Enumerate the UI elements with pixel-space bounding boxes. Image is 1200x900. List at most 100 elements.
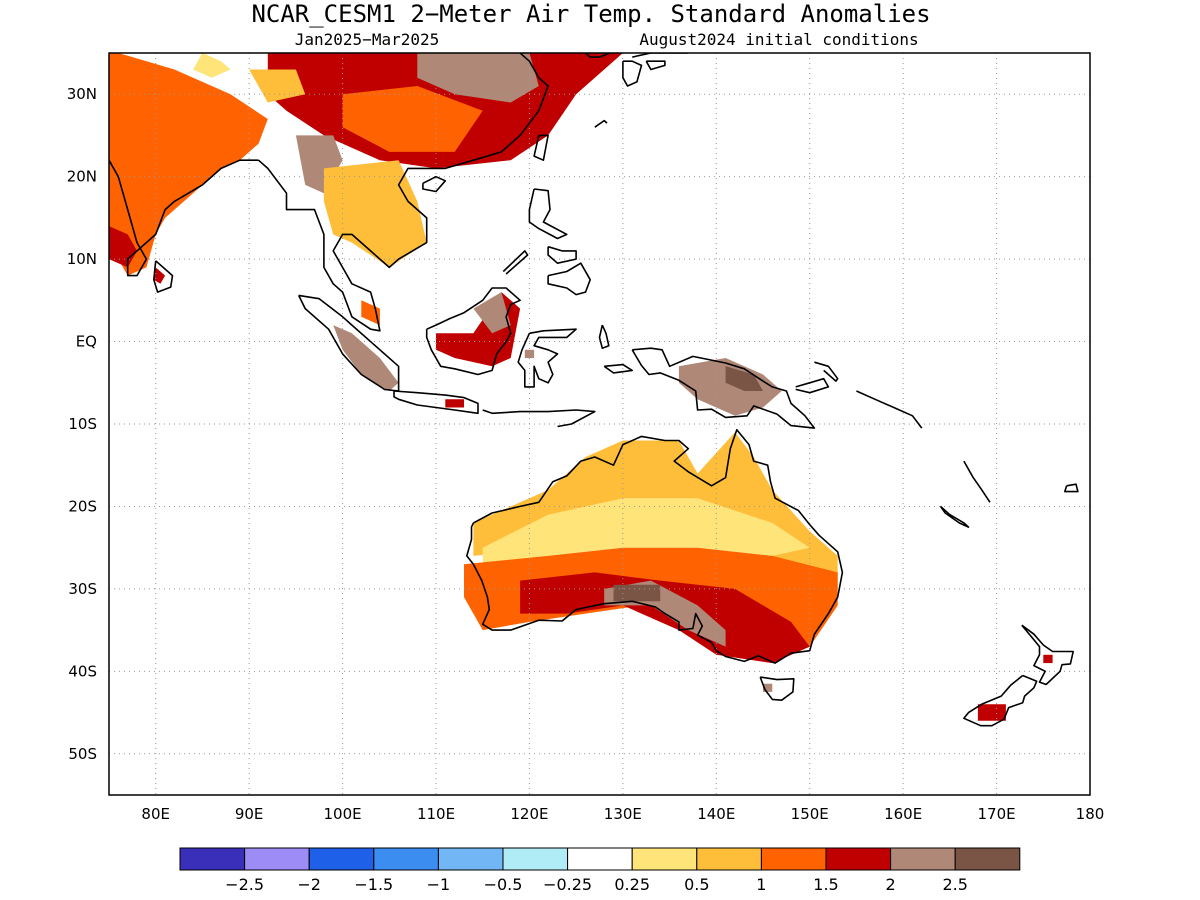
anomaly-region-india xyxy=(109,53,268,276)
coastline-nz-north xyxy=(1021,624,1074,686)
latitude-labels: 30N 20N 10N EQ 10S 20S 30S 40S 50S xyxy=(67,85,97,763)
anomaly-region-china-mid xyxy=(342,86,483,152)
anomaly-region-new-zealand-north xyxy=(1043,654,1053,664)
map-subtitle-period: Jan2025−Mar2025 xyxy=(295,30,440,49)
coastline-tasmania xyxy=(759,676,795,702)
anomaly-fill-layer xyxy=(109,53,1053,721)
lon-tick-label: 160E xyxy=(884,805,922,823)
coastline-new-caledonia xyxy=(939,505,970,528)
plot-area xyxy=(108,52,1091,796)
colorbar-label: 0.25 xyxy=(614,875,650,894)
lat-tick-label: 20N xyxy=(67,168,97,186)
coastline-korea xyxy=(584,53,619,58)
lat-tick-label: 10S xyxy=(68,415,97,433)
anomaly-region-australia-south-brown xyxy=(613,584,661,602)
coastline-fiji xyxy=(1064,483,1079,493)
gridlines xyxy=(109,53,1090,795)
coastline-vanuatu xyxy=(963,460,991,503)
map-subtitle-init: August2024 initial conditions xyxy=(639,30,918,49)
colorbar-swatch xyxy=(631,847,698,871)
coastline-visayas xyxy=(547,245,577,265)
lat-tick-label: 10N xyxy=(67,250,97,268)
colorbar-label: 1.5 xyxy=(813,875,838,894)
lon-tick-label: 140E xyxy=(697,805,735,823)
coastline-halmahera xyxy=(598,324,610,350)
anomaly-region-australia-center xyxy=(482,498,810,565)
anomaly-region-sri-lanka xyxy=(153,267,166,284)
lon-tick-label: 110E xyxy=(417,805,455,823)
colorbar-swatch xyxy=(179,847,246,871)
anomaly-region-new-guinea xyxy=(678,358,782,416)
lon-tick-label: 120E xyxy=(510,805,548,823)
colorbar-swatch xyxy=(437,847,504,871)
lat-tick-label: EQ xyxy=(76,333,97,351)
lat-tick-label: 30S xyxy=(68,580,97,598)
coastline-sri-lanka-coast xyxy=(153,260,174,293)
colorbar-label: 2.5 xyxy=(942,875,967,894)
plot-frame xyxy=(108,52,1091,796)
colorbar-swatch xyxy=(696,847,762,871)
coastline-luzon xyxy=(528,188,568,240)
coastline-bay-east-coast xyxy=(257,53,549,332)
coastline-taiwan xyxy=(533,134,549,161)
lon-tick-label: 150E xyxy=(791,805,829,823)
coastline-hainan xyxy=(422,175,447,193)
lat-tick-label: 20S xyxy=(68,497,97,515)
anomaly-region-borneo-hot xyxy=(473,292,511,334)
coastline-japan-honshu xyxy=(632,53,689,58)
coastline-mindanao xyxy=(547,262,592,296)
colorbar-label: −0.5 xyxy=(484,875,523,894)
colorbar-swatch xyxy=(502,847,569,871)
lon-tick-label: 100E xyxy=(324,805,362,823)
lon-tick-label: 80E xyxy=(141,805,170,823)
colorbar-label: −1 xyxy=(427,875,451,894)
colorbar-swatch xyxy=(825,847,892,871)
colorbar-label: −1.5 xyxy=(354,875,393,894)
lat-tick-label: 30N xyxy=(67,85,97,103)
colorbar-label: 0.5 xyxy=(684,875,709,894)
colorbar-label: −0.25 xyxy=(543,875,592,894)
colorbar: −2.5 −2 −1.5 −1 −0.5 −0.25 0.25 0.5 1 1.5 2 2.5 xyxy=(179,847,1021,894)
anomaly-region-indochina xyxy=(323,160,427,268)
lat-tick-label: 40S xyxy=(68,662,97,680)
coastline-new-ireland xyxy=(814,361,839,382)
anomaly-region-tibet-yellow xyxy=(249,69,306,103)
coastline-nz-south xyxy=(963,674,1038,727)
colorbar-swatch xyxy=(760,847,827,871)
colorbar-swatch xyxy=(308,847,375,871)
coastline-solomons xyxy=(856,390,923,429)
longitude-labels: 80E 90E 100E 110E 120E 130E 140E 150E 160E 170E 18… xyxy=(141,805,1104,823)
coastline-sulawesi-coast xyxy=(517,328,577,388)
colorbar-label: 1 xyxy=(756,875,766,894)
coastline-seram xyxy=(603,363,634,374)
colorbar-swatch xyxy=(567,847,633,871)
anomaly-region-east-china-hot xyxy=(417,53,539,103)
coastline-palawan xyxy=(502,250,529,275)
lon-tick-label: 170E xyxy=(978,805,1016,823)
coastline-java-coast xyxy=(393,390,479,415)
coastline-japan-shikoku xyxy=(645,60,666,71)
coastline-borneo-coast xyxy=(425,287,521,376)
lon-tick-label: 90E xyxy=(235,805,264,823)
map-title: NCAR_CESM1 2−Meter Air Temp. Standard An… xyxy=(251,0,930,28)
coastline-lesser-sunda xyxy=(482,409,596,428)
colorbar-swatch xyxy=(890,847,956,871)
anomaly-region-java-spot xyxy=(445,399,464,408)
coastline-japan-kyushu xyxy=(622,60,643,87)
lon-tick-label: 130E xyxy=(604,805,642,823)
colorbar-swatch xyxy=(954,847,1021,871)
colorbar-swatch xyxy=(373,847,439,871)
anomaly-region-malay xyxy=(361,300,380,326)
colorbar-label: −2.5 xyxy=(225,875,264,894)
lon-tick-label: 180 xyxy=(1076,805,1105,823)
coastline-australia-coast xyxy=(465,428,844,664)
colorbar-label: 2 xyxy=(886,875,896,894)
anomaly-region-australia-southeast-hot xyxy=(520,572,810,664)
coastlines xyxy=(109,53,1079,727)
coastline-ryukyu xyxy=(594,119,608,128)
coastline-india-coast xyxy=(109,159,259,277)
anomaly-region-new-guinea-brown xyxy=(725,366,763,391)
colorbar-swatch xyxy=(244,847,310,871)
colorbar-label: −2 xyxy=(297,875,321,894)
